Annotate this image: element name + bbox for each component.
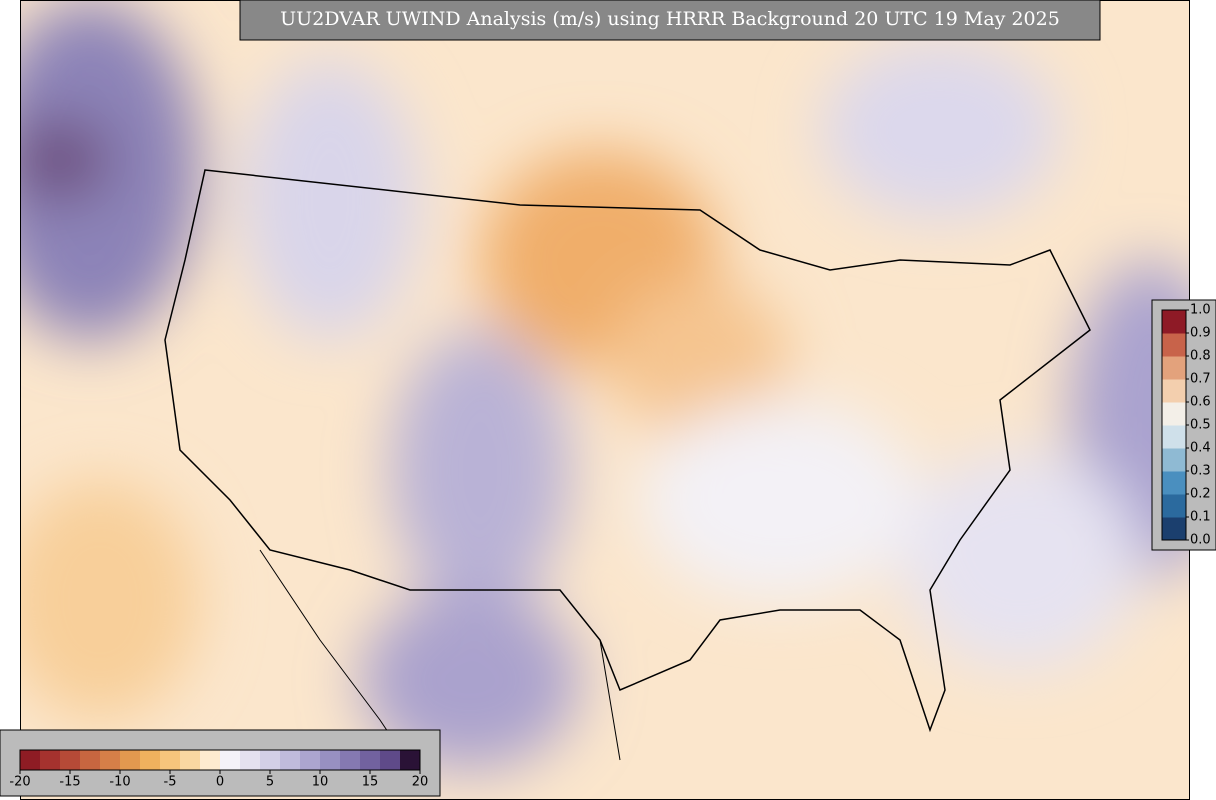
colorbar-bin (160, 750, 181, 770)
colorbar-bin (280, 750, 301, 770)
colorbar-bin (180, 750, 201, 770)
score-colorbar-tick-label: 0.3 (1190, 464, 1211, 479)
colorbar-bin (40, 750, 61, 770)
colorbar-bin (340, 750, 361, 770)
score-colorbar-tick-label: 0.4 (1190, 441, 1211, 456)
colorbar-bin (300, 750, 321, 770)
title: UU2DVAR UWIND Analysis (m/s) using HRRR … (280, 8, 1060, 30)
score-colorbar-bin (1162, 471, 1186, 495)
score-colorbar-bin (1162, 494, 1186, 518)
score-colorbar-bin (1162, 310, 1186, 334)
score-colorbar-tick-label: 1.0 (1190, 303, 1211, 318)
score-colorbar-tick-label: 0.5 (1190, 418, 1211, 433)
colorbar-tick-label: -10 (109, 775, 130, 790)
score-colorbar-bin (1162, 517, 1186, 541)
colorbar-tick-label: 15 (362, 775, 379, 790)
score-colorbar-bin (1162, 379, 1186, 403)
score-colorbar-bin (1162, 356, 1186, 380)
colorbar-bin (140, 750, 161, 770)
colorbar-bin (80, 750, 101, 770)
colorbar-bin (120, 750, 141, 770)
colorbar-bin (320, 750, 341, 770)
score-colorbar-tick-label: 0.1 (1190, 510, 1211, 525)
colorbar-bin (360, 750, 381, 770)
title-box (239, 0, 1101, 41)
colorbar-tick-label: 5 (266, 775, 274, 790)
score-colorbar-bin (1162, 425, 1186, 449)
colorbar-bin (240, 750, 261, 770)
colorbar-bin (200, 750, 221, 770)
colorbar-bin (100, 750, 121, 770)
colorbar-tick-label: 0 (216, 775, 224, 790)
score-colorbar-bin (1162, 402, 1186, 426)
colorbar-bin (60, 750, 81, 770)
country-outline (164, 169, 1091, 733)
colorbar-tick-label: -20 (9, 775, 30, 790)
colorbar-bin (20, 750, 41, 770)
colorbar-bin (220, 750, 241, 770)
score-colorbar-tick-label: 0.9 (1190, 326, 1211, 341)
colorbar-tick-label: 20 (412, 775, 429, 790)
score-colorbar-tick-label: 0.6 (1190, 395, 1211, 410)
score-colorbar-bin (1162, 448, 1186, 472)
colorbar-tick-label: -15 (59, 775, 80, 790)
score-colorbar-tick-label: 0.2 (1190, 487, 1211, 502)
colorbar-bin (260, 750, 281, 770)
colorbar-bin (400, 750, 421, 770)
score-colorbar-tick-label: 0.7 (1190, 372, 1211, 387)
score-colorbar-tick-label: 0.0 (1190, 533, 1211, 548)
score-colorbar-bin (1162, 333, 1186, 357)
colorbar-tick-label: 10 (312, 775, 329, 790)
colorbar-bin (380, 750, 401, 770)
score-colorbar-tick-label: 0.8 (1190, 349, 1211, 364)
colorbar-tick-label: -5 (164, 775, 177, 790)
